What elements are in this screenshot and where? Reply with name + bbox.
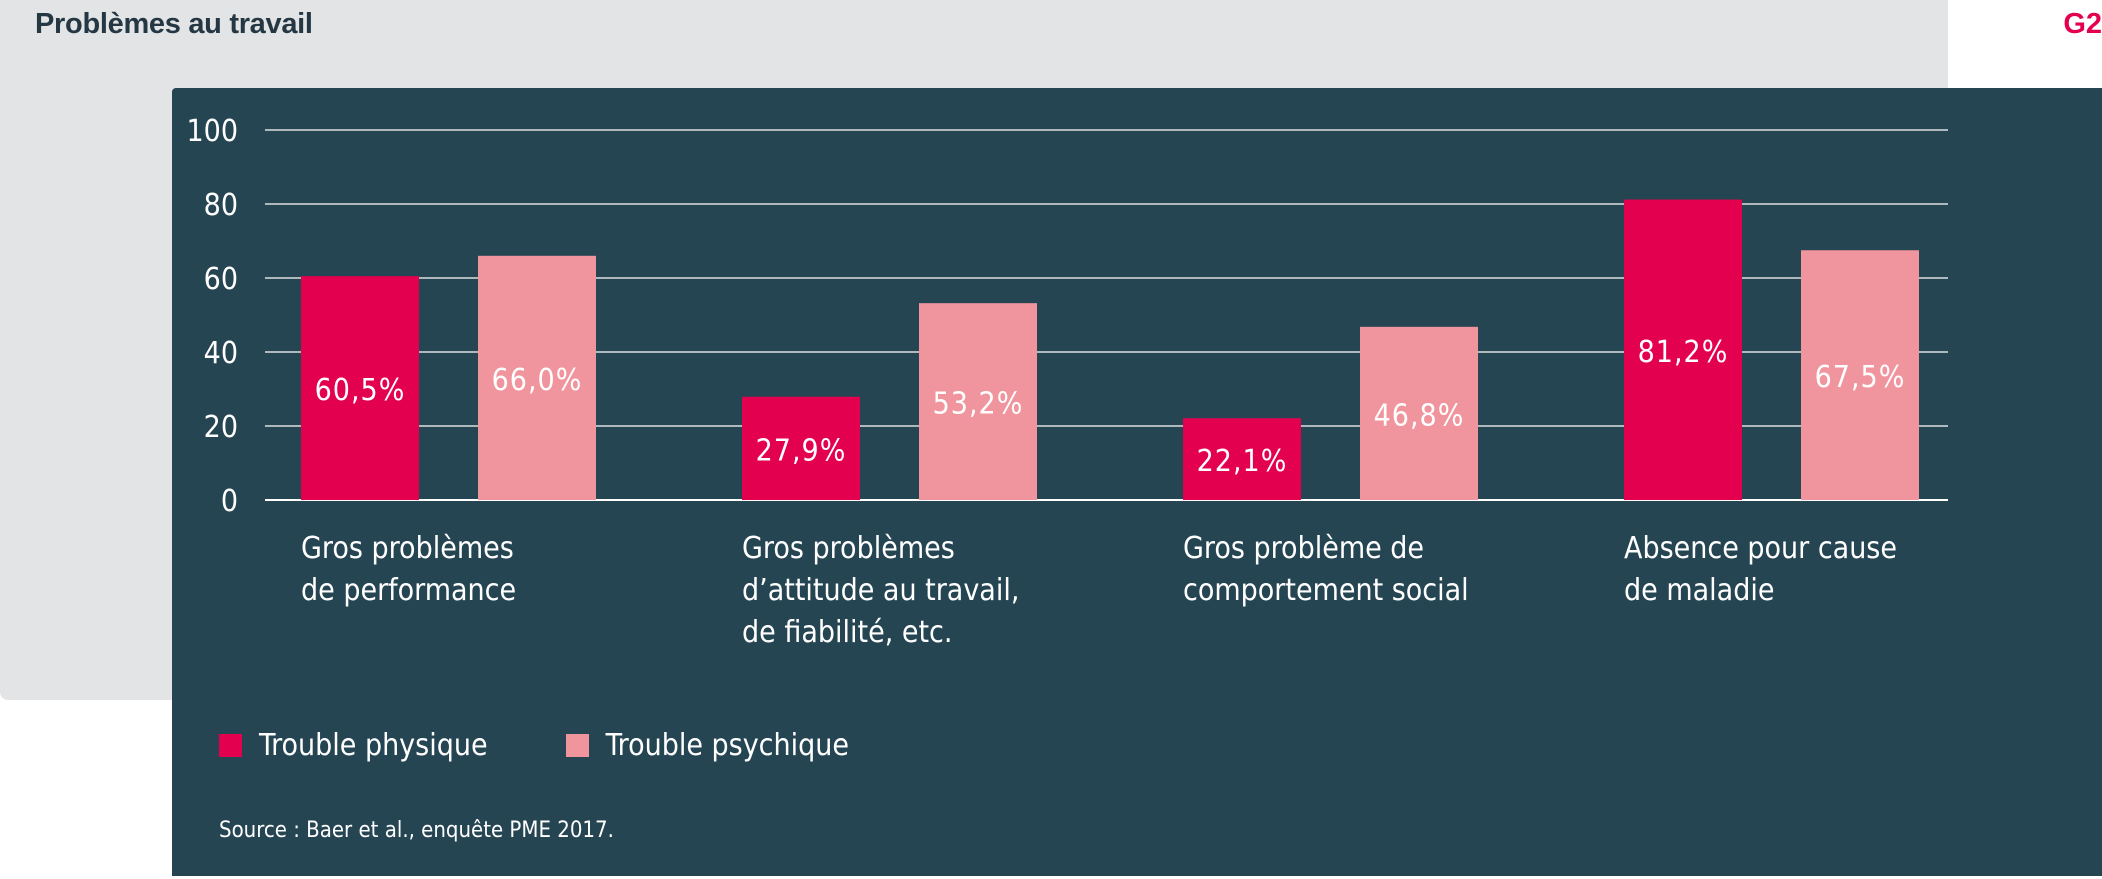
bar-psychique-1 xyxy=(919,303,1037,500)
y-tick-label-60: 60 xyxy=(204,262,238,297)
x-category-label-1: Gros problèmes d’attitude au travail, de… xyxy=(742,531,1020,650)
legend-swatch-physique xyxy=(219,734,242,757)
bar-physique-0 xyxy=(301,276,419,500)
x-category-label-2: Gros problème de comportement social xyxy=(1183,531,1469,608)
x-category-label-0: Gros problèmes de performance xyxy=(301,531,517,608)
data-label-physique-2: 22,1% xyxy=(1197,444,1288,479)
bar-physique-3 xyxy=(1624,199,1742,500)
source-note: Source : Baer et al., enquête PME 2017. xyxy=(219,818,614,843)
y-tick-label-100: 100 xyxy=(186,114,238,149)
bar-psychique-3 xyxy=(1801,250,1919,500)
legend: Trouble physique Trouble psychique xyxy=(219,728,927,763)
legend-swatch-psychique xyxy=(565,734,589,757)
figure-tag: G2 xyxy=(2063,8,2102,40)
data-label-physique-3: 81,2% xyxy=(1638,335,1729,370)
x-category-label-3: Absence pour cause de maladie xyxy=(1624,531,1897,608)
bar-psychique-0 xyxy=(478,255,596,500)
bar-psychique-2 xyxy=(1360,326,1478,500)
legend-item-psychique: Trouble psychique xyxy=(565,728,849,763)
y-tick-label-80: 80 xyxy=(204,188,238,223)
legend-label-physique: Trouble physique xyxy=(259,728,488,763)
bar-physique-1 xyxy=(742,396,860,500)
legend-label-psychique: Trouble psychique xyxy=(605,728,849,763)
y-tick-label-0: 0 xyxy=(221,484,238,519)
bar-physique-2 xyxy=(1183,418,1301,500)
y-tick-label-20: 20 xyxy=(204,410,238,445)
data-label-psychique-3: 67,5% xyxy=(1815,360,1906,395)
data-label-psychique-1: 53,2% xyxy=(933,387,1024,422)
y-tick-label-40: 40 xyxy=(204,336,238,371)
data-label-physique-1: 27,9% xyxy=(756,433,847,468)
data-label-psychique-0: 66,0% xyxy=(492,363,583,398)
data-label-physique-0: 60,5% xyxy=(315,373,406,408)
chart-title: Problèmes au travail xyxy=(35,8,313,40)
data-label-psychique-2: 46,8% xyxy=(1374,398,1465,433)
legend-item-physique: Trouble physique xyxy=(219,728,488,763)
